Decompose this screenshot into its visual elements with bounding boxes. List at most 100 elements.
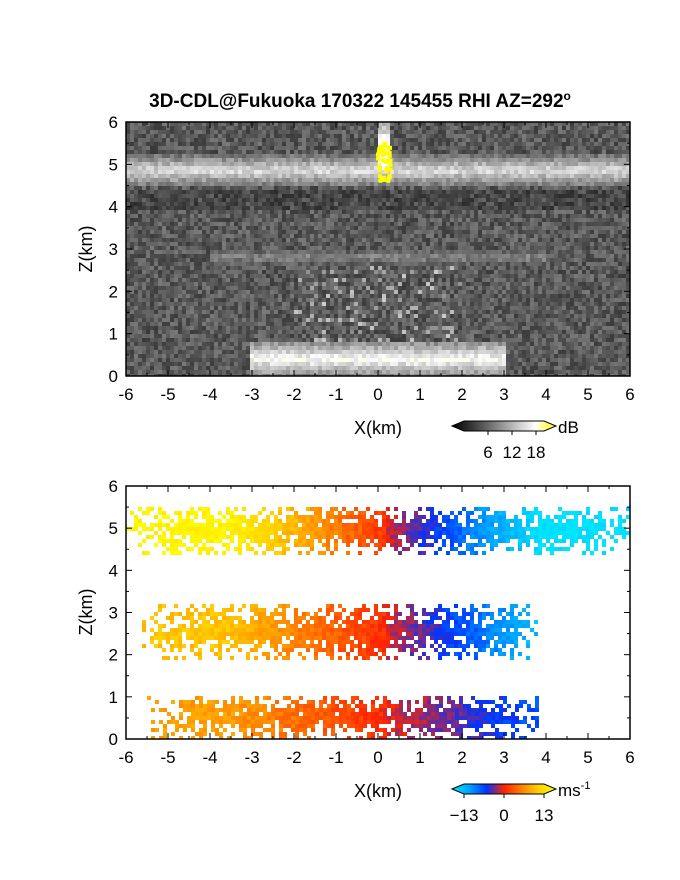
reflectivity-cell <box>618 206 622 210</box>
reflectivity-cell <box>486 194 490 198</box>
reflectivity-cell <box>626 150 630 154</box>
reflectivity-cell <box>434 214 438 218</box>
reflectivity-cell <box>518 202 522 206</box>
reflectivity-cell <box>190 218 194 222</box>
reflectivity-cell <box>338 202 342 206</box>
reflectivity-cell <box>514 130 518 134</box>
reflectivity-cell <box>190 246 194 250</box>
reflectivity-cell <box>198 210 202 214</box>
reflectivity-cell <box>614 166 618 170</box>
reflectivity-cell <box>210 254 214 258</box>
reflectivity-cell <box>382 210 386 214</box>
reflectivity-cell <box>354 246 358 250</box>
reflectivity-cell <box>462 174 466 178</box>
reflectivity-cell <box>150 122 154 126</box>
reflectivity-cell <box>398 254 402 258</box>
reflectivity-cell <box>506 142 510 146</box>
reflectivity-cell <box>402 214 406 218</box>
reflectivity-cell <box>354 266 358 270</box>
reflectivity-cell <box>178 262 182 266</box>
reflectivity-cell <box>562 178 566 182</box>
reflectivity-cell <box>422 222 426 226</box>
reflectivity-cell <box>442 138 446 142</box>
reflectivity-cell <box>434 202 438 206</box>
reflectivity-cell <box>278 254 282 258</box>
reflectivity-cell <box>374 142 378 146</box>
reflectivity-cell <box>194 186 198 190</box>
reflectivity-cell <box>546 166 550 170</box>
reflectivity-cell <box>486 178 490 182</box>
reflectivity-cell <box>290 194 294 198</box>
reflectivity-cell <box>222 274 226 278</box>
reflectivity-cell <box>598 186 602 190</box>
reflectivity-cell <box>502 170 506 174</box>
reflectivity-cell <box>422 162 426 166</box>
reflectivity-cell <box>498 142 502 146</box>
reflectivity-cell <box>582 178 586 182</box>
reflectivity-cell <box>550 138 554 142</box>
reflectivity-cell <box>146 230 150 234</box>
reflectivity-cell <box>306 142 310 146</box>
reflectivity-cell <box>186 238 190 242</box>
reflectivity-cell <box>526 158 530 162</box>
reflectivity-cell <box>342 238 346 242</box>
reflectivity-cell <box>266 198 270 202</box>
reflectivity-cell <box>478 178 482 182</box>
reflectivity-cell <box>302 170 306 174</box>
reflectivity-cell <box>206 198 210 202</box>
reflectivity-cell <box>602 198 606 202</box>
reflectivity-cell <box>222 262 226 266</box>
reflectivity-cell <box>530 274 534 278</box>
reflectivity-cell <box>262 178 266 182</box>
reflectivity-cell <box>622 190 626 194</box>
reflectivity-cell <box>334 262 338 266</box>
reflectivity-cell <box>414 122 418 126</box>
reflectivity-cell <box>430 122 434 126</box>
reflectivity-cell <box>138 210 142 214</box>
reflectivity-cell <box>386 238 390 242</box>
reflectivity-cell <box>182 194 186 198</box>
reflectivity-cell <box>130 182 134 186</box>
reflectivity-cell <box>382 214 386 218</box>
reflectivity-cell <box>294 270 298 274</box>
reflectivity-cell <box>254 194 258 198</box>
reflectivity-cell <box>286 142 290 146</box>
reflectivity-cell <box>170 266 174 270</box>
reflectivity-cell <box>354 254 358 258</box>
reflectivity-cell <box>626 166 630 170</box>
reflectivity-cell <box>206 214 210 218</box>
reflectivity-cell <box>230 234 234 238</box>
reflectivity-cell <box>382 262 386 266</box>
reflectivity-cell <box>270 214 274 218</box>
reflectivity-cell <box>410 138 414 142</box>
reflectivity-cell <box>234 198 238 202</box>
reflectivity-cell <box>374 126 378 130</box>
reflectivity-cell <box>538 230 542 234</box>
reflectivity-cell <box>302 150 306 154</box>
reflectivity-cell <box>302 158 306 162</box>
reflectivity-cell <box>434 234 438 238</box>
reflectivity-cell <box>278 186 282 190</box>
reflectivity-cell <box>318 242 322 246</box>
reflectivity-cell <box>198 258 202 262</box>
reflectivity-cell <box>370 242 374 246</box>
reflectivity-cell <box>134 246 138 250</box>
reflectivity-cell <box>474 174 478 178</box>
reflectivity-cell <box>334 242 338 246</box>
reflectivity-cell <box>362 138 366 142</box>
reflectivity-cell <box>282 166 286 170</box>
reflectivity-cell <box>446 258 450 262</box>
reflectivity-cell <box>226 242 230 246</box>
reflectivity-cell <box>438 218 442 222</box>
reflectivity-cell <box>342 222 346 226</box>
reflectivity-cell <box>346 194 350 198</box>
reflectivity-cell <box>170 206 174 210</box>
reflectivity-cell <box>394 190 398 194</box>
reflectivity-cell <box>602 134 606 138</box>
reflectivity-cell <box>330 262 334 266</box>
reflectivity-cell <box>322 218 326 222</box>
reflectivity-cell <box>190 178 194 182</box>
reflectivity-cell <box>162 142 166 146</box>
reflectivity-cell <box>590 234 594 238</box>
reflectivity-cell <box>238 258 242 262</box>
